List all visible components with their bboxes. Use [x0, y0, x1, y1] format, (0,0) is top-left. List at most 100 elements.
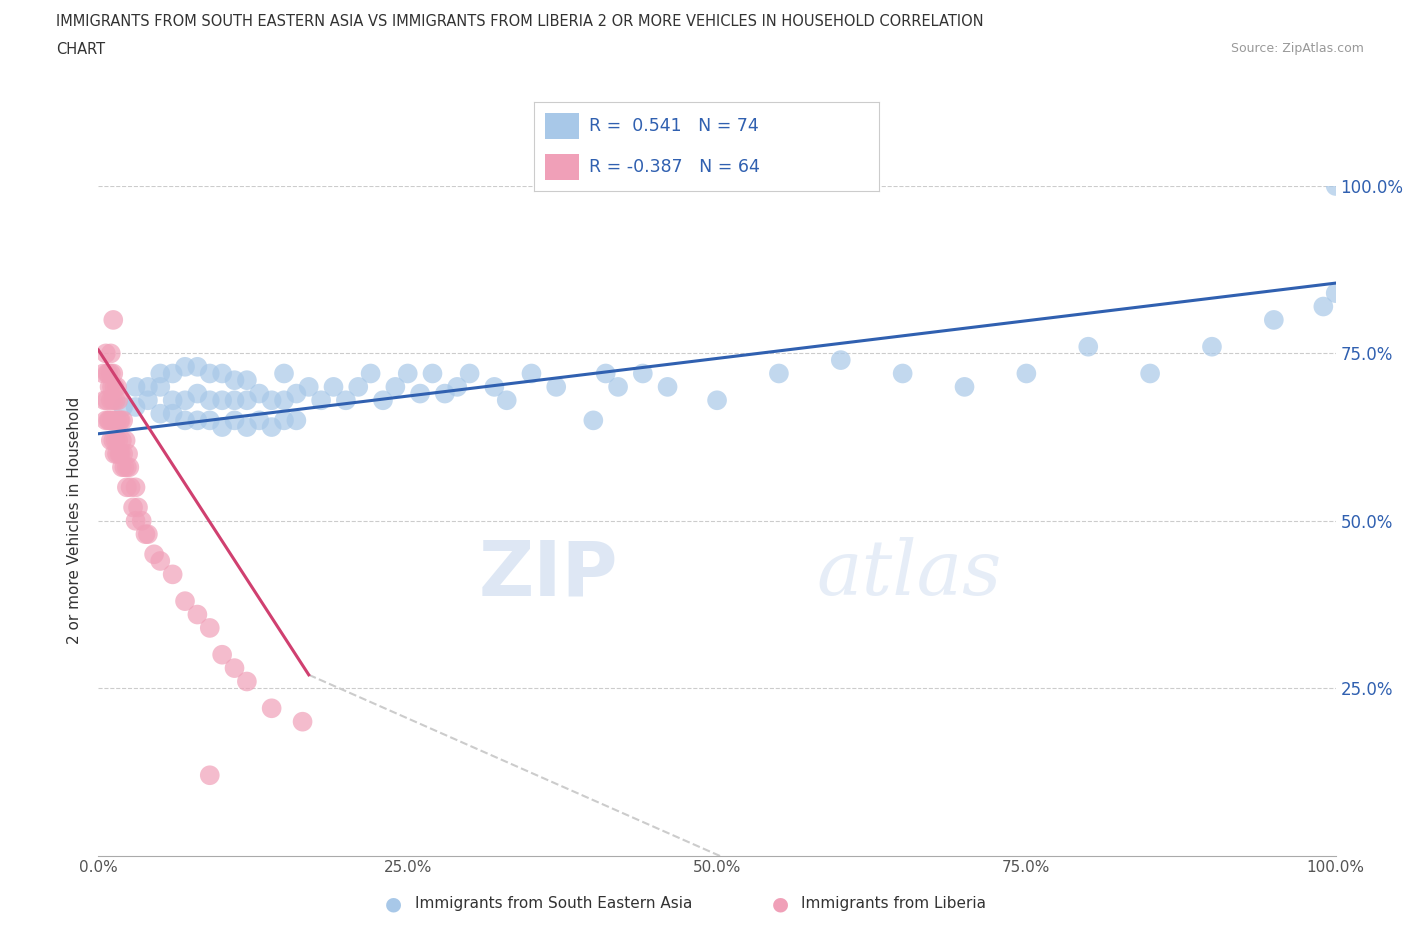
Point — [631, 366, 654, 381]
Point — [186, 359, 208, 374]
Point — [105, 413, 128, 428]
Point — [103, 446, 125, 461]
Point — [143, 547, 166, 562]
Point — [149, 406, 172, 421]
Point — [198, 768, 221, 783]
Point — [595, 366, 617, 381]
Text: ●: ● — [772, 895, 789, 913]
Point — [1015, 366, 1038, 381]
Point — [198, 413, 221, 428]
Point — [94, 346, 117, 361]
Point — [236, 419, 259, 434]
Point — [409, 386, 432, 401]
Point — [273, 392, 295, 407]
Point — [546, 379, 568, 394]
Point — [96, 366, 118, 381]
Point — [100, 433, 122, 448]
Point — [112, 400, 135, 415]
Point — [124, 379, 146, 394]
Point — [110, 413, 132, 428]
Point — [162, 567, 184, 582]
Point — [115, 459, 138, 474]
Point — [127, 500, 149, 515]
Point — [1312, 299, 1334, 314]
Point — [347, 379, 370, 394]
Point — [335, 392, 357, 407]
Point — [224, 660, 246, 675]
Point — [111, 459, 134, 474]
Point — [93, 392, 115, 407]
Text: R =  0.541   N = 74: R = 0.541 N = 74 — [589, 117, 759, 135]
Point — [104, 392, 127, 407]
Point — [134, 526, 156, 541]
Point — [186, 607, 208, 622]
Text: CHART: CHART — [56, 42, 105, 57]
Point — [105, 379, 128, 394]
Point — [103, 392, 125, 407]
Point — [124, 480, 146, 495]
Point — [101, 413, 124, 428]
Point — [112, 459, 135, 474]
Point — [98, 379, 121, 394]
Point — [273, 366, 295, 381]
Point — [174, 392, 197, 407]
Point — [285, 413, 308, 428]
Point — [422, 366, 444, 381]
Point — [149, 366, 172, 381]
Point — [149, 379, 172, 394]
Point — [174, 413, 197, 428]
Point — [103, 433, 125, 448]
Point — [520, 366, 543, 381]
Point — [198, 392, 221, 407]
Point — [582, 413, 605, 428]
Point — [118, 459, 141, 474]
Point — [260, 419, 283, 434]
Point — [768, 366, 790, 381]
Point — [97, 366, 120, 381]
Point — [260, 701, 283, 716]
Point — [273, 413, 295, 428]
Point — [112, 413, 135, 428]
Point — [186, 386, 208, 401]
Point — [124, 400, 146, 415]
Text: Source: ZipAtlas.com: Source: ZipAtlas.com — [1230, 42, 1364, 55]
Point — [224, 373, 246, 388]
Point — [114, 433, 136, 448]
Point — [322, 379, 344, 394]
Point — [124, 513, 146, 528]
Point — [458, 366, 481, 381]
Point — [236, 373, 259, 388]
Point — [136, 526, 159, 541]
Point — [1263, 312, 1285, 327]
Point — [117, 446, 139, 461]
Point — [247, 413, 270, 428]
Point — [103, 379, 125, 394]
Point — [111, 433, 134, 448]
Bar — [544, 113, 579, 140]
Point — [211, 366, 233, 381]
Point — [484, 379, 506, 394]
Point — [103, 366, 125, 381]
Point — [97, 413, 120, 428]
Point — [122, 500, 145, 515]
Point — [131, 513, 153, 528]
Point — [495, 392, 517, 407]
Point — [291, 714, 314, 729]
Point — [309, 392, 332, 407]
Point — [174, 593, 197, 608]
Point — [298, 379, 321, 394]
Point — [120, 480, 142, 495]
Point — [198, 366, 221, 381]
Point — [104, 433, 127, 448]
Point — [136, 379, 159, 394]
Point — [94, 413, 117, 428]
Point — [103, 413, 125, 428]
Point — [101, 379, 124, 394]
Text: IMMIGRANTS FROM SOUTH EASTERN ASIA VS IMMIGRANTS FROM LIBERIA 2 OR MORE VEHICLES: IMMIGRANTS FROM SOUTH EASTERN ASIA VS IM… — [56, 14, 984, 29]
Point — [657, 379, 679, 394]
Text: ZIP: ZIP — [478, 538, 619, 611]
Point — [247, 386, 270, 401]
Text: ●: ● — [385, 895, 402, 913]
Point — [384, 379, 406, 394]
Point — [224, 413, 246, 428]
